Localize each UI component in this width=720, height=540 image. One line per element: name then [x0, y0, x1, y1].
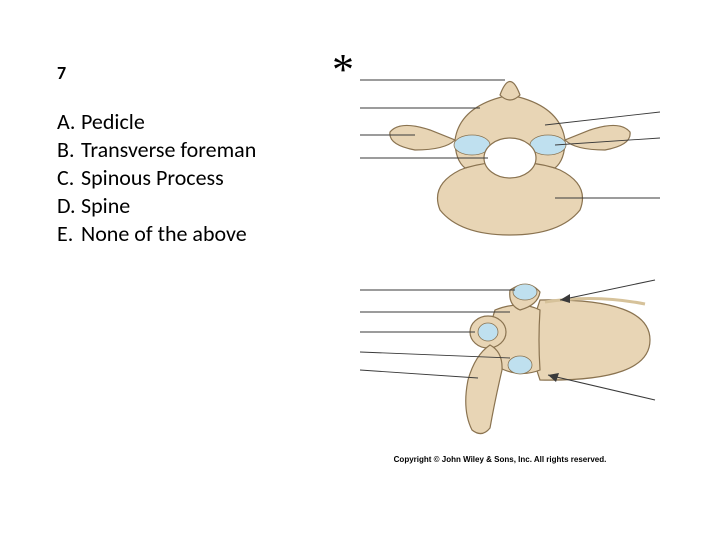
option-letter: E. [57, 220, 81, 248]
slide: 7 * A. Pedicle B. Transverse foreman C. … [0, 0, 720, 540]
vertebra-lateral-view [360, 270, 660, 440]
vertebra-superior-view [360, 50, 660, 240]
question-number: 7 [57, 62, 66, 84]
copyright-text: Copyright © John Wiley & Sons, Inc. All … [370, 455, 630, 464]
option-d: D. Spine [57, 192, 307, 220]
option-e: E. None of the above [57, 220, 307, 248]
option-text: Transverse foreman [81, 136, 256, 164]
option-b: B. Transverse foreman [57, 136, 307, 164]
option-text: None of the above [81, 220, 247, 248]
option-text: Spinous Process [81, 164, 224, 192]
answer-options: A. Pedicle B. Transverse foreman C. Spin… [57, 108, 307, 248]
option-text: Spine [81, 192, 130, 220]
option-letter: C. [57, 164, 81, 192]
option-c: C. Spinous Process [57, 164, 307, 192]
option-text: Pedicle [81, 108, 145, 136]
option-letter: A. [57, 108, 81, 136]
option-letter: B. [57, 136, 81, 164]
option-letter: D. [57, 192, 81, 220]
option-a: A. Pedicle [57, 108, 307, 136]
asterisk-marker: * [332, 44, 354, 95]
